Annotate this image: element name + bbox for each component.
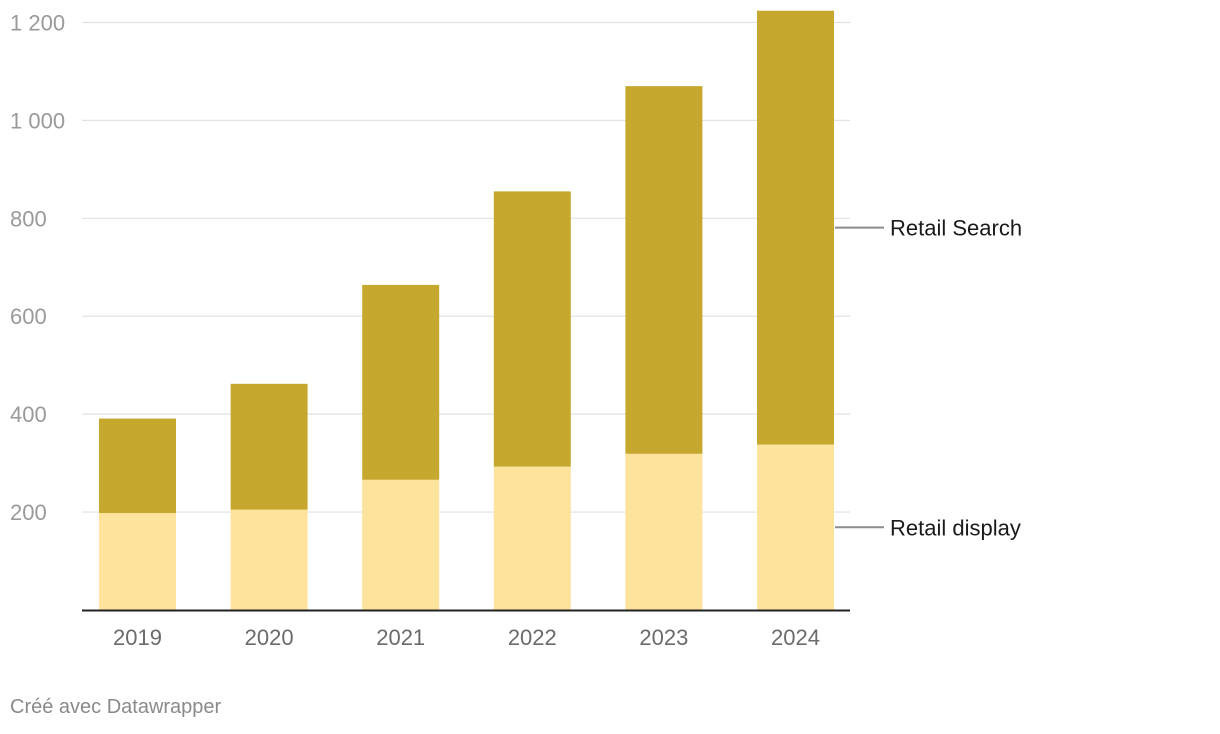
bar-2022-retail-display (493, 466, 571, 610)
x-tick-label-2021: 2021 (376, 625, 425, 650)
y-tick-label-200: 200 (10, 500, 47, 525)
credit-text[interactable]: Créé avec Datawrapper (10, 696, 222, 718)
bar-2019-retail-search (99, 418, 176, 514)
y-tick-label-400: 400 (10, 402, 47, 427)
x-tick-label-2020: 2020 (245, 625, 294, 650)
y-tick-label-1000: 1 000 (10, 108, 65, 133)
x-tick-label-2023: 2023 (639, 625, 688, 650)
bar-2024-retail-display (757, 444, 834, 610)
bar-2021-retail-display (362, 479, 440, 610)
bar-2023-retail-search (625, 86, 703, 454)
bar-2019-retail-display (99, 513, 176, 610)
bar-2020-retail-search (230, 383, 308, 510)
series-label-retail-display: Retail display (890, 515, 1021, 540)
bar-2022-retail-search (493, 191, 571, 467)
bar-2023-retail-display (625, 453, 703, 610)
x-tick-label-2022: 2022 (508, 625, 557, 650)
bar-2021-retail-search (362, 284, 440, 480)
x-tick-label-2019: 2019 (113, 625, 162, 650)
y-tick-label-600: 600 (10, 304, 47, 329)
bar-2024-retail-search (757, 10, 834, 445)
bar-2020-retail-display (230, 509, 308, 610)
y-tick-label-1200: 1 200 (10, 10, 65, 35)
y-tick-label-800: 800 (10, 206, 47, 231)
x-tick-label-2024: 2024 (771, 625, 820, 650)
series-label-retail-search: Retail Search (890, 216, 1022, 241)
